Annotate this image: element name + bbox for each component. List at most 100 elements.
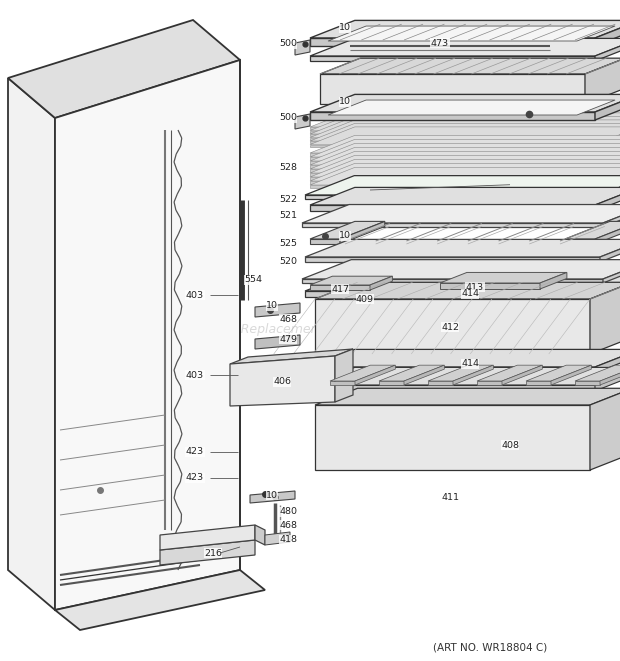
Polygon shape [370,276,392,290]
Polygon shape [310,116,620,134]
Polygon shape [230,356,335,406]
Text: 528: 528 [279,163,297,173]
Polygon shape [305,195,600,199]
Polygon shape [453,365,494,385]
Text: 403: 403 [186,371,204,379]
Polygon shape [315,299,590,354]
Polygon shape [310,276,392,285]
Polygon shape [328,100,615,115]
Polygon shape [310,130,595,132]
Text: 554: 554 [244,276,262,284]
Text: 411: 411 [441,494,459,502]
Text: 10: 10 [266,490,278,500]
Polygon shape [595,95,620,120]
Polygon shape [595,159,620,180]
Polygon shape [230,349,353,364]
Polygon shape [250,491,295,503]
Polygon shape [310,127,620,145]
Polygon shape [600,365,620,385]
Polygon shape [600,274,620,297]
Text: 414: 414 [461,360,479,368]
Polygon shape [310,188,620,205]
Text: 414: 414 [461,290,479,299]
Polygon shape [540,272,567,289]
Polygon shape [595,139,620,159]
Polygon shape [305,274,620,291]
Polygon shape [428,381,453,385]
Text: 409: 409 [356,295,374,303]
Polygon shape [595,124,620,143]
Text: 418: 418 [279,535,297,545]
Polygon shape [310,385,595,391]
Polygon shape [340,221,385,244]
Polygon shape [565,221,620,239]
Text: 520: 520 [279,258,297,266]
Polygon shape [315,282,620,299]
Polygon shape [551,365,591,385]
Polygon shape [295,114,310,129]
Text: 10: 10 [339,24,351,32]
Text: 413: 413 [466,282,484,292]
Text: 468: 468 [279,315,297,323]
Polygon shape [310,147,620,165]
Text: 480: 480 [279,508,297,516]
Text: 500: 500 [279,114,297,122]
Text: 521: 521 [279,210,297,219]
Polygon shape [310,155,620,173]
Polygon shape [477,365,542,381]
Text: 423: 423 [186,473,204,483]
Polygon shape [595,221,620,244]
Polygon shape [320,74,585,104]
Polygon shape [305,176,620,195]
Polygon shape [595,151,620,171]
Polygon shape [526,381,551,385]
Polygon shape [595,116,620,136]
Text: (ART NO. WR18804 C): (ART NO. WR18804 C) [433,643,547,653]
Text: 216: 216 [204,549,222,557]
Polygon shape [595,147,620,167]
Polygon shape [585,58,620,104]
Polygon shape [335,349,353,402]
Polygon shape [310,95,620,112]
Polygon shape [575,381,600,385]
Polygon shape [330,381,355,385]
Polygon shape [526,365,591,381]
Polygon shape [255,335,300,349]
Polygon shape [160,540,255,565]
Polygon shape [305,257,600,262]
Polygon shape [590,388,620,470]
Polygon shape [595,127,620,147]
Polygon shape [379,365,445,381]
Polygon shape [302,279,603,283]
Polygon shape [603,204,620,227]
Text: 406: 406 [273,377,291,387]
Polygon shape [310,367,595,373]
Polygon shape [310,56,595,61]
Polygon shape [310,113,620,130]
Polygon shape [310,124,620,141]
Polygon shape [595,163,620,184]
Polygon shape [265,532,290,545]
Polygon shape [310,127,595,129]
Polygon shape [595,167,620,188]
Polygon shape [595,120,620,139]
Polygon shape [600,239,620,262]
Polygon shape [8,20,240,118]
Polygon shape [310,145,595,147]
Polygon shape [310,157,595,159]
Polygon shape [428,365,494,381]
Polygon shape [603,260,620,283]
Polygon shape [355,365,396,385]
Polygon shape [310,221,385,239]
Polygon shape [255,303,300,317]
Polygon shape [575,365,620,381]
Text: 10: 10 [339,98,351,106]
Polygon shape [310,134,595,136]
Polygon shape [302,223,603,227]
Polygon shape [595,136,620,155]
Polygon shape [8,78,55,610]
Polygon shape [310,112,595,120]
Text: 10: 10 [339,231,351,241]
Polygon shape [502,365,542,385]
Polygon shape [310,38,620,56]
